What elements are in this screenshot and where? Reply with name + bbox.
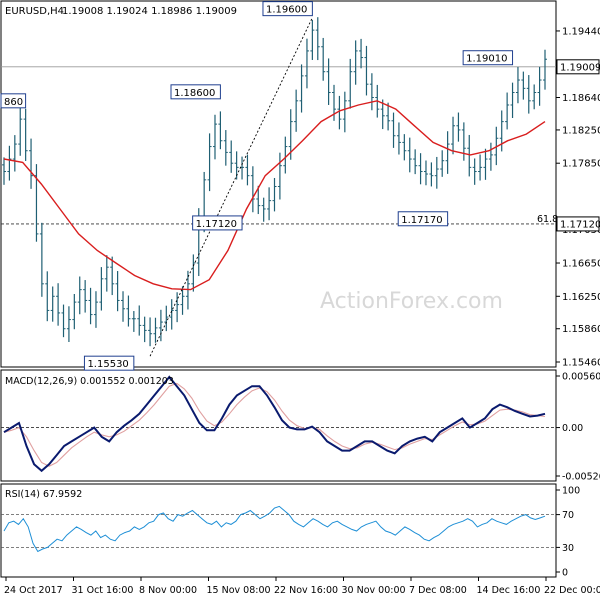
x-tick-label: 22 Nov 16:00 [274, 585, 338, 596]
annotation-box [83, 355, 135, 371]
price-layer: 61.8 1.19600 1.18600 1.19010 1.17120 1.17170 1… [0, 1, 558, 371]
price-tick-label: 1.18640 [562, 93, 600, 104]
fib-price-value: 1.17120 [560, 219, 600, 230]
macd-line [3, 375, 546, 473]
price-tick-label: 1.16250 [562, 292, 600, 303]
moving-average-line [3, 100, 546, 291]
ohlc-label: 1.19008 1.19024 1.18986 1.19009 [62, 6, 237, 17]
rsi-title: RSI(14) 67.9592 [5, 489, 82, 500]
x-tick-label: 7 Dec 08:00 [409, 585, 467, 596]
annotation-box [192, 215, 243, 231]
annotation-label: 1.15530 [87, 359, 128, 370]
price-tick-label: 1.17850 [562, 159, 600, 170]
x-tick-label: 15 Nov 08:00 [207, 585, 271, 596]
annotation-box [0, 93, 27, 109]
x-tick-label: 14 Dec 16:00 [477, 585, 541, 596]
annotation-label: 1.17120 [196, 219, 237, 230]
macd-title: MACD(12,26,9) 0.001552 0.001203 [5, 376, 174, 387]
x-tick-label: 30 Nov 00:00 [342, 585, 406, 596]
rsi-tick-label: 70 [562, 510, 574, 521]
macd-tick-label: 0.00 [562, 423, 583, 434]
price-tick-label: 1.15460 [562, 358, 600, 369]
fib-level-label: 61.8 [537, 214, 558, 225]
current-price-value: 1.19009 [560, 62, 600, 73]
rsi-tick-label: 30 [562, 543, 574, 554]
rsi-panel [0, 483, 557, 578]
watermark: ActionForex.com [320, 289, 503, 314]
price-tick-label: 1.18250 [562, 125, 600, 136]
price-tick-label: 1.19440 [562, 26, 600, 37]
x-tick-label: 22 Dec 00:00 [544, 585, 600, 596]
annotation-box [262, 1, 313, 17]
macd-tick-label: -0.005267 [562, 472, 600, 483]
annotation-box [462, 50, 514, 66]
price-tick-label: 1.15860 [562, 324, 600, 335]
fib-price-tag [556, 216, 600, 232]
macd-layer [1, 375, 556, 473]
annotation-label: 1.19010 [466, 54, 507, 65]
rsi-tick-label: 0 [562, 568, 568, 579]
current-price-tag [556, 59, 600, 75]
price-tick-label: 1.16650 [562, 259, 600, 270]
annotation-label: 1.19600 [266, 5, 307, 16]
annotation-box [397, 211, 449, 227]
annotation-box [170, 84, 221, 100]
axis-layer: 1.194401.186401.182501.178501.170501.166… [4, 26, 600, 596]
trend-line [149, 17, 313, 357]
rsi-tick-label: 100 [562, 486, 580, 497]
annotation-label: 1.18600 [174, 88, 215, 99]
annotation-label: 1.17170 [401, 215, 442, 226]
rsi-line [3, 505, 546, 553]
x-tick-label: 31 Oct 16:00 [72, 585, 134, 596]
macd-panel [0, 369, 557, 482]
annotation-label: 860 [4, 97, 23, 108]
signal-line [3, 382, 546, 467]
macd-tick-label: 0.005607 [562, 372, 600, 383]
rsi-layer [1, 505, 556, 553]
x-tick-label: 24 Oct 2017 [4, 585, 63, 596]
x-tick-label: 8 Nov 00:00 [139, 585, 197, 596]
symbol-label: EURUSD,H4 [5, 6, 64, 17]
